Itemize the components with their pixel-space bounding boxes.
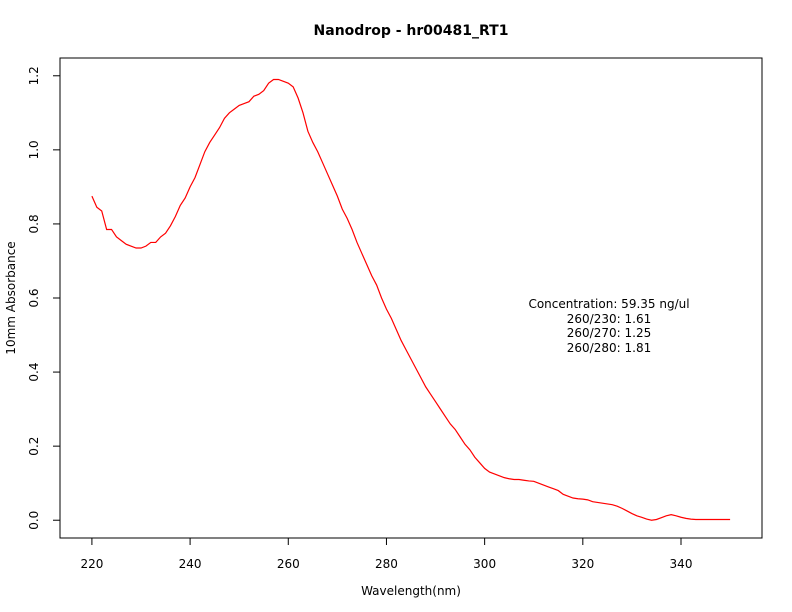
x-tick-label: 340 bbox=[670, 557, 693, 571]
y-tick-label: 0.6 bbox=[27, 288, 41, 307]
absorbance-series-line bbox=[91, 78, 731, 521]
x-axis-label: Wavelength(nm) bbox=[361, 584, 461, 598]
ratio-260-280-annotation: 260/280: 1.81 bbox=[567, 341, 651, 355]
y-tick-label: 0.4 bbox=[27, 363, 41, 382]
y-tick-label: 0.2 bbox=[27, 437, 41, 456]
x-tick-label: 280 bbox=[375, 557, 398, 571]
x-tick-label: 300 bbox=[473, 557, 496, 571]
ratio-260-230-annotation: 260/230: 1.61 bbox=[567, 312, 651, 326]
x-tick-label: 240 bbox=[179, 557, 202, 571]
x-tick-label: 260 bbox=[277, 557, 300, 571]
y-tick-label: 1.2 bbox=[27, 66, 41, 85]
x-axis: 220 240 260 280 300 320 340 bbox=[80, 537, 693, 571]
x-tick-label: 320 bbox=[571, 557, 594, 571]
y-tick-label: 0.8 bbox=[27, 214, 41, 233]
chart-title: Nanodrop - hr00481_RT1 bbox=[314, 23, 509, 39]
ratio-260-270-annotation: 260/270: 1.25 bbox=[567, 326, 651, 340]
y-tick-label: 1.0 bbox=[27, 140, 41, 159]
y-tick-label: 0.0 bbox=[27, 511, 41, 530]
concentration-annotation: Concentration: 59.35 ng/ul bbox=[528, 297, 689, 311]
y-axis-label: 10mm Absorbance bbox=[4, 241, 18, 354]
x-tick-label: 220 bbox=[80, 557, 103, 571]
y-axis: 0.0 0.2 0.4 0.6 0.8 1.0 1.2 bbox=[27, 66, 61, 530]
